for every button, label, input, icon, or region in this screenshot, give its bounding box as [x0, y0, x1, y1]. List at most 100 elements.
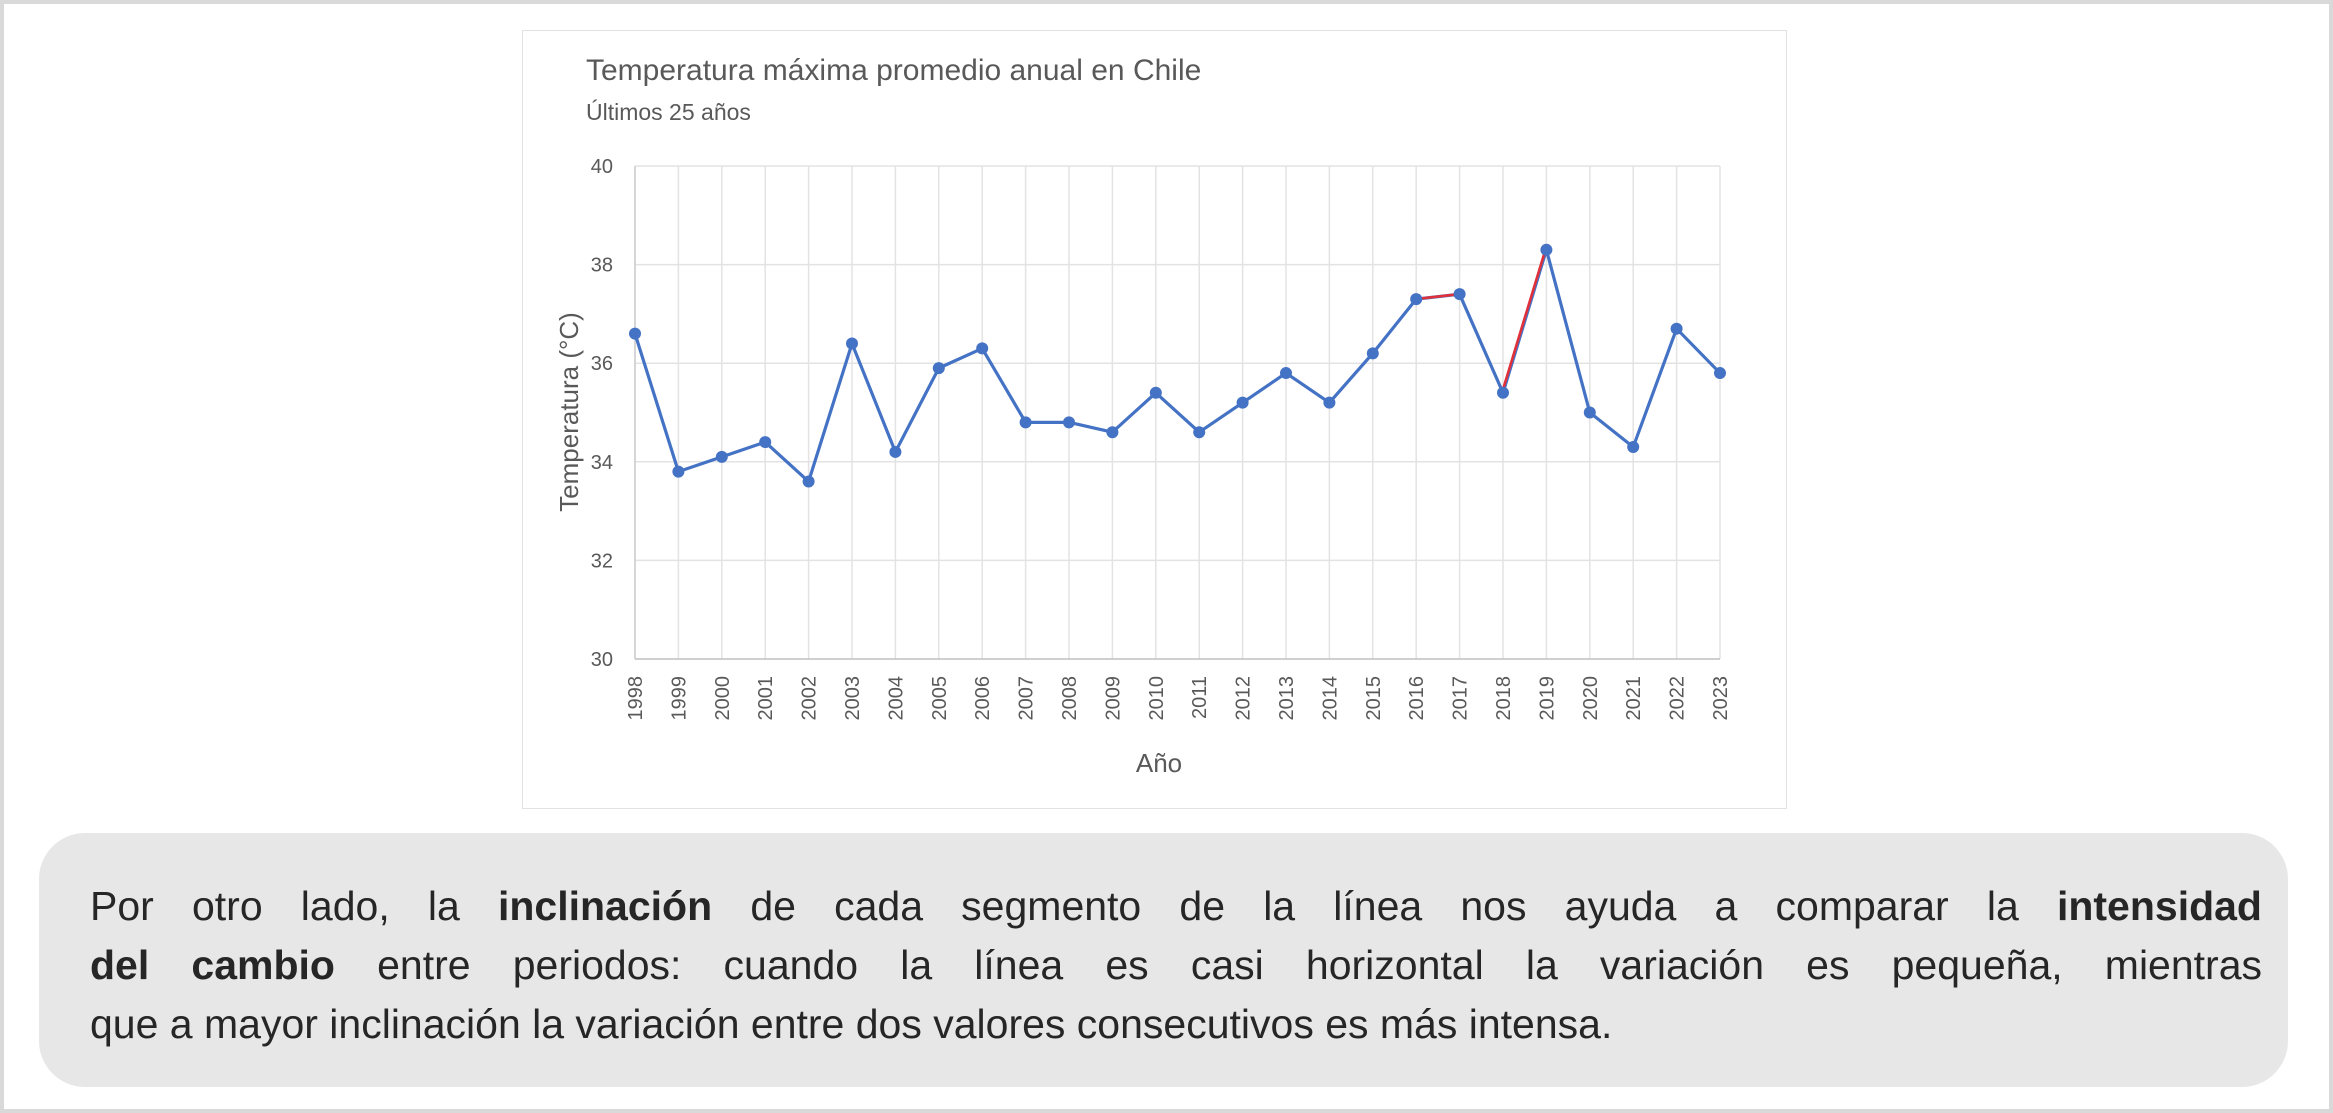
x-tick-label: 2001	[755, 676, 777, 721]
data-point	[1366, 347, 1379, 360]
data-point	[1410, 293, 1423, 306]
x-tick-label: 2014	[1319, 676, 1341, 721]
chart-subtitle: Últimos 25 años	[586, 99, 751, 125]
y-tick-label: 34	[591, 452, 613, 474]
x-tick-label: 2022	[1667, 676, 1689, 721]
highlighted-segment	[1500, 248, 1547, 395]
line-segment	[1197, 401, 1245, 434]
line-segment	[1674, 327, 1722, 375]
data-point	[1670, 322, 1683, 335]
data-point	[759, 436, 772, 449]
line-segment	[1588, 410, 1635, 449]
x-tick-label: 2019	[1536, 676, 1558, 721]
x-tick-label: 2005	[929, 676, 951, 721]
x-tick-label: 2010	[1146, 676, 1168, 721]
line-segment	[1284, 371, 1332, 405]
data-point	[672, 465, 685, 478]
data-point	[1323, 396, 1336, 409]
caption-line-1: Por otro lado, la inclinación de cada se…	[90, 877, 2262, 936]
caption-emphasis: del cambio	[90, 942, 335, 988]
y-tick-label: 40	[591, 156, 613, 178]
y-tick-label: 32	[591, 550, 613, 572]
x-tick-label: 2015	[1363, 676, 1385, 721]
x-tick-label: 2013	[1276, 676, 1298, 721]
x-tick-label: 2016	[1406, 676, 1428, 721]
y-tick-label: 36	[591, 353, 613, 375]
x-tick-label: 2004	[885, 676, 907, 721]
caption-emphasis: inclinación	[497, 883, 713, 929]
line-segment	[937, 346, 984, 370]
line-segment	[763, 440, 811, 484]
data-point	[846, 337, 858, 350]
chart-title: Temperatura máxima promedio anual en Chi…	[586, 54, 1202, 87]
x-tick-label: 2000	[712, 676, 734, 721]
data-point	[1714, 367, 1726, 380]
x-tick-label: 2012	[1233, 676, 1255, 721]
line-segment	[806, 341, 854, 484]
caption-line-3: que a mayor inclinación la variación ent…	[90, 1001, 1613, 1047]
line-segment	[1154, 391, 1201, 434]
highlighted-segments	[1413, 248, 1547, 395]
x-tick-label: 2007	[1016, 676, 1038, 721]
line-segment	[1327, 351, 1375, 405]
data-point	[1280, 367, 1292, 380]
data-markers	[629, 243, 1726, 488]
line-segment	[1631, 327, 1679, 449]
line-segment	[980, 346, 1028, 424]
caption-box: Por otro lado, la inclinación de cada se…	[39, 833, 2288, 1087]
line-segment	[1110, 391, 1158, 434]
caption-text: Por otro lado, la	[90, 883, 498, 929]
data-point	[1453, 288, 1466, 301]
data-point	[976, 342, 989, 355]
line-segment	[1371, 297, 1418, 355]
data-point	[889, 445, 902, 458]
x-tick-label: 2003	[842, 676, 864, 721]
x-tick-label: 1999	[668, 676, 690, 721]
caption-text: de cada segmento de la línea nos ayuda a…	[712, 883, 2057, 929]
caption-emphasis: intensidad	[2056, 883, 2262, 929]
y-tick-labels: 30 32 34 36 38 40	[591, 156, 613, 671]
data-series	[633, 248, 1722, 484]
x-axis-title: Año	[1136, 748, 1182, 778]
line-segment	[1457, 292, 1505, 395]
line-segment	[1240, 371, 1288, 405]
data-point	[1063, 416, 1075, 429]
data-point	[1236, 396, 1249, 409]
x-tick-label: 2002	[799, 676, 821, 721]
line-segment	[1544, 248, 1592, 415]
data-point	[1019, 416, 1032, 429]
highlighted-segment	[1413, 292, 1460, 301]
x-tick-label: 2006	[972, 676, 994, 721]
x-tick-label: 2023	[1710, 676, 1732, 721]
data-point	[1627, 441, 1640, 454]
x-tick-label: 2009	[1102, 676, 1124, 721]
gridlines	[635, 165, 1721, 659]
data-point	[1497, 386, 1509, 399]
caption-line-2: del cambio entre periodos: cuando la lín…	[90, 936, 2262, 995]
data-point	[1149, 386, 1162, 399]
caption-text: entre periodos: cuando la línea es casi …	[334, 942, 2262, 988]
x-tick-labels: 1998 1999 2000 2001 2002 2003 2004 2005 2006 2007…	[625, 676, 1732, 721]
x-tick-label: 1998	[625, 676, 647, 721]
data-point	[1106, 426, 1119, 439]
y-axis-title: Temperatura (°C)	[554, 312, 584, 512]
y-tick-label: 38	[591, 255, 613, 277]
x-tick-label: 2011	[1189, 676, 1211, 719]
axes	[634, 166, 1720, 660]
y-tick-label: 30	[591, 649, 613, 671]
data-point	[932, 362, 945, 375]
x-tick-label: 2008	[1059, 676, 1081, 721]
chart-frame	[522, 30, 1787, 809]
line-segment	[676, 455, 724, 474]
data-point	[629, 327, 641, 340]
data-point	[1583, 406, 1596, 419]
data-point	[802, 475, 815, 488]
line-segment	[1067, 420, 1115, 434]
x-tick-label: 2017	[1450, 676, 1472, 721]
line-segment	[720, 440, 767, 459]
line-segment	[633, 332, 681, 474]
x-tick-label: 2018	[1493, 676, 1515, 721]
data-point	[1540, 243, 1553, 256]
x-tick-label: 2020	[1580, 676, 1602, 721]
